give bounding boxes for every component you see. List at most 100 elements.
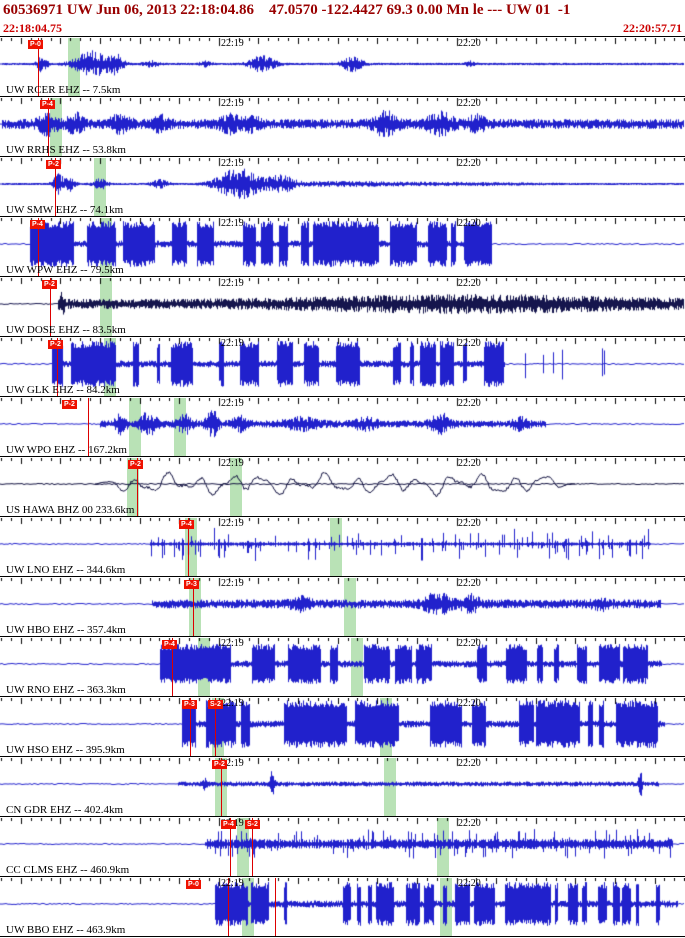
waveform-canvas[interactable]: [0, 278, 685, 337]
station-label: CC CLMS EHZ -- 460.9km: [6, 864, 130, 876]
pick-time-line: [275, 878, 276, 936]
phase-pick-flag[interactable]: P-3: [184, 580, 199, 589]
time-tick-label: 22:20: [458, 98, 481, 109]
pick-time-line: [230, 818, 231, 876]
time-tick-label: 22:20: [458, 518, 481, 529]
time-tick-label: 22:19: [221, 758, 244, 769]
phase-pick-flag[interactable]: P-4: [179, 520, 194, 529]
station-label: UW GLK EHZ -- 84.2km: [6, 384, 120, 396]
station-label: UW RNO EHZ -- 363.3km: [6, 684, 126, 696]
phase-pick-flag[interactable]: P-4: [30, 220, 45, 229]
time-tick-label: 22:19: [221, 278, 244, 289]
station-label: UW DOSE EHZ -- 83.5km: [6, 324, 126, 336]
phase-pick-flag[interactable]: P-2: [128, 460, 143, 469]
time-tick-label: 22:19: [221, 398, 244, 409]
pick-time-line: [57, 338, 58, 396]
trace-panel: P-3 22:19 22:20 UW HBO EHZ -- 357.4km: [0, 576, 685, 637]
time-tick-label: 22:20: [458, 818, 481, 829]
time-tick-label: 22:20: [458, 758, 481, 769]
phase-pick-flag[interactable]: P-3: [182, 700, 197, 709]
phase-pick-flag[interactable]: P-4: [221, 820, 236, 829]
trace-panel: P-4 22:19 22:20 UW RNO EHZ -- 363.3km: [0, 636, 685, 697]
waveform-canvas[interactable]: [0, 458, 685, 517]
trace-panel: P-2 22:19 22:20 UW DOSE EHZ -- 83.5km: [0, 276, 685, 337]
phase-pick-flag[interactable]: P-2: [48, 340, 63, 349]
time-tick-label: 22:20: [458, 218, 481, 229]
time-tick-label: 22:20: [458, 158, 481, 169]
pick-time-line: [48, 98, 49, 156]
waveform-canvas[interactable]: [0, 878, 685, 937]
station-label: UW SMW EHZ -- 74.1km: [6, 204, 124, 216]
phase-pick-flag[interactable]: P-0: [28, 40, 43, 49]
trace-panel: P-3 S-2 22:19 22:20 UW HSO EHZ -- 395.9km: [0, 696, 685, 757]
time-tick-label: 22:19: [221, 458, 244, 469]
station-label: UW RCER EHZ -- 7.5km: [6, 84, 121, 96]
waveform-canvas[interactable]: [0, 218, 685, 277]
station-label: UW LNO EHZ -- 344.6km: [6, 564, 126, 576]
time-tick-label: 22:19: [221, 878, 244, 889]
trace-panel: P-0 22:19 22:20 UW BBO EHZ -- 463.9km: [0, 876, 685, 937]
time-tick-label: 22:19: [221, 638, 244, 649]
time-tick-label: 22:20: [458, 38, 481, 49]
waveform-canvas[interactable]: [0, 758, 685, 817]
phase-pick-flag[interactable]: P-4: [162, 640, 177, 649]
station-label: UW WPW EHZ -- 79.5km: [6, 264, 124, 276]
trace-panel: P-2 22:19 22:20 UW GLK EHZ -- 84.2km: [0, 336, 685, 397]
waveform-canvas[interactable]: [0, 398, 685, 457]
trace-panel: P-4 22:19 22:20 UW WPW EHZ -- 79.5km: [0, 216, 685, 277]
waveform-canvas[interactable]: [0, 638, 685, 697]
phase-pick-flag[interactable]: P-4: [40, 100, 55, 109]
phase-pick-flag[interactable]: P-2: [62, 400, 77, 409]
phase-pick-flag[interactable]: P-2: [46, 160, 61, 169]
pick-time-line: [50, 278, 51, 336]
phase-pick-flag[interactable]: P-2: [212, 760, 227, 769]
waveform-canvas[interactable]: [0, 518, 685, 577]
waveform-canvas[interactable]: [0, 158, 685, 217]
time-tick-label: 22:19: [221, 518, 244, 529]
waveform-canvas[interactable]: [0, 38, 685, 97]
pick-time-line: [221, 758, 222, 816]
trace-panel: P-4 22:19 22:20 UW LNO EHZ -- 344.6km: [0, 516, 685, 577]
time-tick-label: 22:20: [458, 398, 481, 409]
waveform-canvas[interactable]: [0, 578, 685, 637]
pick-time-line: [38, 218, 39, 276]
pick-time-line: [193, 578, 194, 636]
time-tick-label: 22:20: [458, 578, 481, 589]
pick-time-line: [38, 38, 39, 96]
pick-time-line: [172, 638, 173, 696]
phase-pick-flag[interactable]: S-2: [208, 700, 223, 709]
time-tick-label: 22:19: [221, 38, 244, 49]
pick-time-line: [55, 158, 56, 216]
time-tick-label: 22:20: [458, 638, 481, 649]
pick-time-line: [137, 458, 138, 516]
trace-panel: P-2 22:19 22:20 CN GDR EHZ -- 402.4km: [0, 756, 685, 817]
station-label: UW HSO EHZ -- 395.9km: [6, 744, 125, 756]
waveform-canvas[interactable]: [0, 98, 685, 157]
time-tick-label: 22:19: [221, 578, 244, 589]
time-tick-label: 22:20: [458, 338, 481, 349]
station-label: UW RRHS EHZ -- 53.8km: [6, 144, 126, 156]
trace-panels: P-0 22:19 22:20 UW RCER EHZ -- 7.5km P-4 22:1…: [0, 36, 685, 937]
time-tick-label: 22:19: [221, 98, 244, 109]
time-tick-label: 22:19: [221, 218, 244, 229]
phase-pick-flag[interactable]: P-2: [42, 280, 57, 289]
waveform-canvas[interactable]: [0, 698, 685, 757]
waveform-canvas[interactable]: [0, 818, 685, 877]
trace-panel: P-2 22:19 22:20 UW WPO EHZ -- 167.2km: [0, 396, 685, 457]
pick-time-line: [190, 698, 191, 756]
phase-pick-flag[interactable]: P-0: [186, 880, 201, 889]
pick-time-line: [188, 518, 189, 576]
station-label: CN GDR EHZ -- 402.4km: [6, 804, 124, 816]
window-end-time: 22:20:57.71: [623, 21, 682, 35]
phase-pick-flag[interactable]: S-2: [245, 820, 260, 829]
trace-panel: P-0 22:19 22:20 UW RCER EHZ -- 7.5km: [0, 36, 685, 97]
event-header-title: 60536971 UW Jun 06, 2013 22:18:04.86 47.…: [3, 2, 571, 18]
time-tick-label: 22:19: [221, 158, 244, 169]
trace-panel: P-4 22:19 22:20 UW RRHS EHZ -- 53.8km: [0, 96, 685, 157]
waveform-canvas[interactable]: [0, 338, 685, 397]
trace-panel: P-2 22:19 22:20 UW SMW EHZ -- 74.1km: [0, 156, 685, 217]
time-tick-label: 22:19: [221, 698, 244, 709]
station-label: UW WPO EHZ -- 167.2km: [6, 444, 127, 456]
